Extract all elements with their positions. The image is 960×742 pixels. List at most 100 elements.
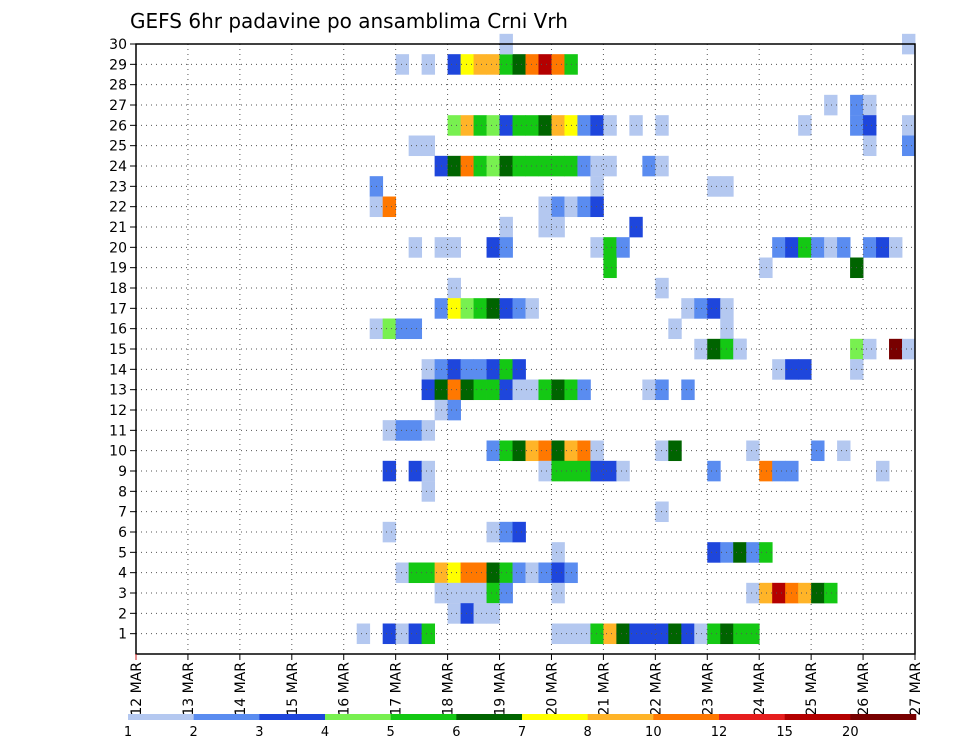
heatmap-cell (590, 196, 604, 218)
colorbar-segment (456, 714, 523, 720)
heatmap-cell (577, 155, 591, 177)
y-tick-label: 28 (109, 78, 127, 94)
colorbar-segment (128, 714, 194, 720)
x-tick-label: 12 MAR (129, 662, 145, 716)
heatmap-cell (746, 440, 760, 462)
heatmap-cell (460, 582, 474, 604)
heatmap-cell (447, 582, 461, 604)
heatmap-cell (772, 460, 786, 482)
heatmap-cell (551, 623, 565, 645)
heatmap-cell (525, 54, 539, 75)
heatmap-cell (447, 237, 461, 258)
heatmap-cell (551, 155, 565, 177)
heatmap-cell (486, 603, 500, 624)
colorbar-segment (325, 714, 391, 720)
heatmap-cell (538, 562, 552, 584)
heatmap-cell (395, 420, 410, 441)
heatmap-cell (486, 298, 500, 319)
heatmap-cell (577, 196, 591, 218)
heatmap-cell (512, 54, 526, 75)
heatmap-cell (551, 440, 565, 462)
heatmap-cell (824, 94, 838, 116)
heatmap-cell (798, 582, 812, 604)
y-tick-label: 22 (109, 200, 127, 216)
heatmap-cell (525, 440, 539, 462)
heatmap-cell (694, 298, 708, 319)
heatmap-cell (473, 359, 487, 380)
y-tick-label: 9 (118, 464, 127, 480)
heatmap-cell (746, 582, 760, 604)
y-tick-label: 17 (109, 301, 127, 317)
heatmap-cell (772, 582, 786, 604)
y-tick-label: 7 (118, 505, 127, 521)
x-tick-label: 22 MAR (648, 662, 664, 716)
heatmap-cell (863, 94, 877, 116)
chart-title: GEFS 6hr padavine po ansamblima Crni Vrh (130, 9, 568, 33)
heatmap-cell (408, 562, 423, 584)
heatmap-cell (798, 115, 812, 136)
heatmap-cell (447, 54, 461, 75)
y-tick-label: 8 (118, 484, 127, 500)
heatmap-cell (460, 379, 474, 401)
heatmap-cell (590, 460, 604, 482)
heatmap-cell (421, 420, 436, 441)
heatmap-cell (538, 440, 552, 462)
y-tick-label: 23 (109, 179, 127, 195)
heatmap-cell (577, 440, 591, 462)
heatmap-cell (759, 542, 773, 563)
heatmap-cell (486, 582, 500, 604)
heatmap-cell (707, 542, 721, 563)
colorbar-label: 10 (645, 725, 662, 740)
heatmap-cell (590, 623, 604, 645)
heatmap-cell (577, 623, 591, 645)
colorbar-segment (390, 714, 457, 720)
y-tick-label: 21 (109, 220, 127, 236)
colorbar-label: 6 (452, 725, 460, 740)
heatmap-cell (603, 155, 617, 177)
heatmap-cell (460, 359, 474, 380)
heatmap-cell (642, 623, 656, 645)
y-tick-label: 10 (109, 444, 127, 460)
heatmap-cell (525, 379, 539, 401)
heatmap-cell (772, 359, 786, 380)
heatmap-cell (408, 318, 423, 340)
heatmap-cell (486, 562, 500, 584)
heatmap-cell (473, 115, 487, 136)
heatmap-cell (655, 623, 669, 645)
heatmap-cell (486, 115, 500, 136)
heatmap-cell (863, 237, 877, 258)
heatmap-cell (863, 115, 877, 136)
heatmap-cell (707, 176, 721, 197)
heatmap-cell (486, 237, 500, 258)
heatmap-cell (525, 155, 539, 177)
heatmap-cell (551, 115, 565, 136)
y-tick-label: 5 (118, 545, 127, 561)
y-tick-label: 26 (109, 118, 127, 134)
heatmap-cell (707, 338, 721, 360)
heatmap-cell (538, 216, 552, 238)
heatmap-cell (759, 582, 773, 604)
heatmap-cell (486, 54, 500, 75)
heatmap-cell (538, 460, 552, 482)
y-tick-label: 3 (118, 586, 127, 602)
heatmap-cell (473, 582, 487, 604)
heatmap-cell (902, 135, 916, 157)
heatmap-cell (655, 277, 669, 299)
colorbar-label: 12 (711, 725, 728, 740)
heatmap-cell (577, 460, 591, 482)
heatmap-cell (603, 115, 617, 136)
heatmap-cell (837, 237, 851, 258)
heatmap-cell (525, 298, 539, 319)
heatmap-cell (668, 318, 682, 340)
heatmap-cell (577, 115, 591, 136)
colorbar-label: 1 (124, 725, 132, 740)
y-tick-label: 15 (109, 342, 127, 358)
colorbar-segment (719, 714, 785, 720)
heatmap-cell (512, 115, 526, 136)
grid-lines (136, 44, 915, 654)
heatmap-cell (772, 237, 786, 258)
heatmap-cell (447, 277, 461, 299)
heatmap-cell (525, 115, 539, 136)
heatmap-cell (408, 135, 423, 157)
x-tick-label: 15 MAR (285, 662, 301, 716)
